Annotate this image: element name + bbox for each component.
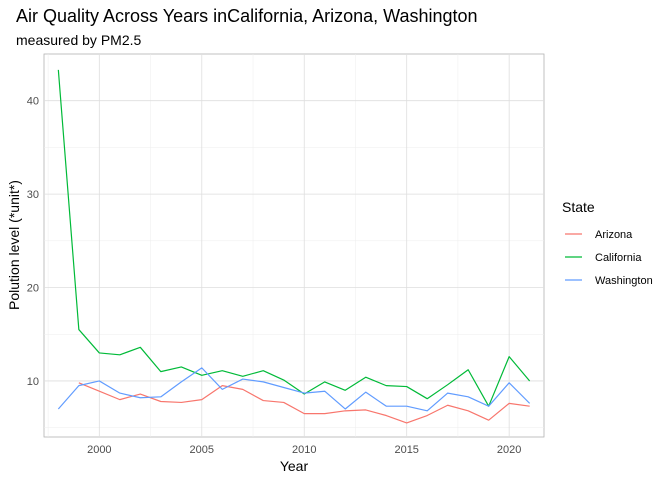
legend-title: State: [562, 199, 595, 215]
series-lines: [57, 69, 531, 424]
legend-label-washington: Washington: [595, 275, 653, 287]
series-line-california: [57, 69, 531, 407]
grid-minor: [44, 54, 544, 437]
grid-major: [44, 54, 544, 437]
chart-title: Air Quality Across Years inCalifornia, A…: [16, 6, 478, 26]
plot-panel: [43, 53, 545, 438]
legend: State Arizona California Washington: [562, 199, 653, 287]
chart-subtitle: measured by PM2.5: [16, 32, 141, 48]
x-tick-label: 2000: [87, 444, 111, 456]
series-line-arizona: [78, 382, 530, 424]
y-tick-label: 10: [27, 376, 39, 388]
y-tick-label: 40: [27, 96, 39, 108]
x-axis-ticks: 2000 2005 2010 2015 2020: [87, 444, 521, 456]
legend-label-california: California: [595, 252, 642, 264]
y-tick-label: 20: [27, 283, 39, 295]
x-axis-title: Year: [280, 458, 309, 474]
y-axis-title: Polution level (*unit*): [6, 180, 22, 310]
legend-label-arizona: Arizona: [595, 229, 633, 241]
x-tick-label: 2010: [292, 444, 316, 456]
series-line-washington: [57, 367, 531, 412]
x-tick-label: 2015: [394, 444, 418, 456]
x-tick-label: 2020: [497, 444, 521, 456]
x-tick-label: 2005: [190, 444, 214, 456]
y-axis-ticks: 10 20 30 40: [27, 96, 39, 388]
y-tick-label: 30: [27, 189, 39, 201]
